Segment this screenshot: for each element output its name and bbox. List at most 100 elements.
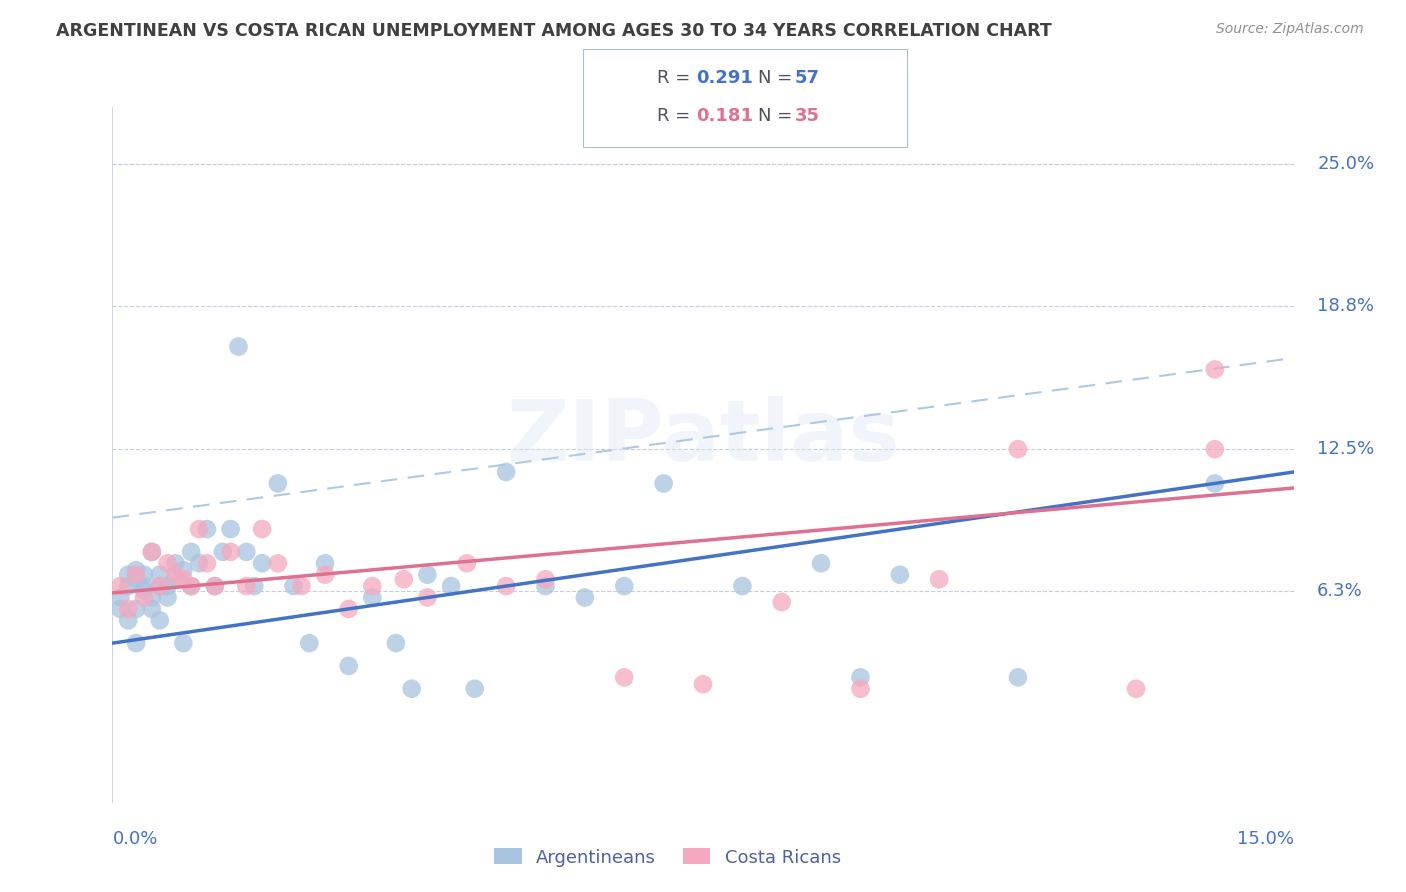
- Point: [928, 572, 950, 586]
- Point: [1204, 476, 1226, 491]
- Point: [401, 681, 423, 696]
- Point: [235, 579, 257, 593]
- Text: 57: 57: [794, 69, 820, 87]
- Text: 35: 35: [794, 107, 820, 125]
- Point: [117, 602, 139, 616]
- Point: [165, 572, 187, 586]
- Text: R =: R =: [657, 107, 696, 125]
- Point: [337, 602, 360, 616]
- Point: [125, 636, 148, 650]
- Point: [180, 579, 202, 593]
- Point: [125, 602, 148, 616]
- Point: [117, 579, 139, 593]
- Point: [188, 522, 211, 536]
- Point: [574, 591, 596, 605]
- Point: [416, 591, 439, 605]
- Point: [495, 465, 517, 479]
- Point: [132, 579, 155, 593]
- Point: [117, 613, 139, 627]
- Point: [165, 567, 187, 582]
- Point: [495, 579, 517, 593]
- Point: [132, 567, 155, 582]
- Point: [849, 670, 872, 684]
- Point: [267, 476, 290, 491]
- Point: [132, 591, 155, 605]
- Point: [464, 681, 486, 696]
- Point: [298, 636, 321, 650]
- Point: [117, 567, 139, 582]
- Point: [188, 556, 211, 570]
- Point: [149, 579, 172, 593]
- Point: [889, 567, 911, 582]
- Point: [770, 595, 793, 609]
- Point: [314, 567, 336, 582]
- Point: [172, 572, 194, 586]
- Text: 12.5%: 12.5%: [1317, 441, 1375, 458]
- Point: [440, 579, 463, 593]
- Point: [1204, 362, 1226, 376]
- Point: [110, 591, 132, 605]
- Point: [1125, 681, 1147, 696]
- Point: [250, 556, 273, 570]
- Point: [195, 522, 218, 536]
- Text: 0.0%: 0.0%: [112, 830, 157, 848]
- Point: [692, 677, 714, 691]
- Legend: Argentineans, Costa Ricans: Argentineans, Costa Ricans: [488, 841, 848, 874]
- Point: [534, 579, 557, 593]
- Point: [204, 579, 226, 593]
- Point: [1007, 442, 1029, 457]
- Point: [172, 563, 194, 577]
- Text: Source: ZipAtlas.com: Source: ZipAtlas.com: [1216, 22, 1364, 37]
- Text: 25.0%: 25.0%: [1317, 155, 1374, 173]
- Point: [180, 579, 202, 593]
- Point: [219, 522, 242, 536]
- Point: [613, 579, 636, 593]
- Point: [361, 591, 384, 605]
- Point: [314, 556, 336, 570]
- Text: 18.8%: 18.8%: [1317, 296, 1374, 315]
- Text: N =: N =: [758, 107, 797, 125]
- Text: 6.3%: 6.3%: [1317, 582, 1362, 599]
- Text: ARGENTINEAN VS COSTA RICAN UNEMPLOYMENT AMONG AGES 30 TO 34 YEARS CORRELATION CH: ARGENTINEAN VS COSTA RICAN UNEMPLOYMENT …: [56, 22, 1052, 40]
- Point: [1007, 670, 1029, 684]
- Point: [243, 579, 266, 593]
- Point: [141, 591, 163, 605]
- Point: [361, 579, 384, 593]
- Point: [652, 476, 675, 491]
- Text: R =: R =: [657, 69, 696, 87]
- Point: [385, 636, 408, 650]
- Point: [110, 602, 132, 616]
- Point: [235, 545, 257, 559]
- Point: [613, 670, 636, 684]
- Point: [392, 572, 415, 586]
- Point: [156, 556, 179, 570]
- Text: ZIPatlas: ZIPatlas: [506, 396, 900, 479]
- Point: [132, 583, 155, 598]
- Text: 15.0%: 15.0%: [1236, 830, 1294, 848]
- Point: [283, 579, 305, 593]
- Point: [125, 563, 148, 577]
- Text: 0.181: 0.181: [696, 107, 754, 125]
- Text: 0.291: 0.291: [696, 69, 752, 87]
- Point: [337, 659, 360, 673]
- Point: [731, 579, 754, 593]
- Point: [416, 567, 439, 582]
- Point: [456, 556, 478, 570]
- Point: [195, 556, 218, 570]
- Point: [250, 522, 273, 536]
- Point: [141, 545, 163, 559]
- Point: [165, 556, 187, 570]
- Point: [219, 545, 242, 559]
- Point: [267, 556, 290, 570]
- Point: [141, 545, 163, 559]
- Point: [149, 579, 172, 593]
- Point: [125, 572, 148, 586]
- Point: [156, 579, 179, 593]
- Point: [125, 567, 148, 582]
- Point: [810, 556, 832, 570]
- Point: [149, 613, 172, 627]
- Point: [290, 579, 312, 593]
- Text: N =: N =: [758, 69, 797, 87]
- Point: [172, 636, 194, 650]
- Point: [149, 567, 172, 582]
